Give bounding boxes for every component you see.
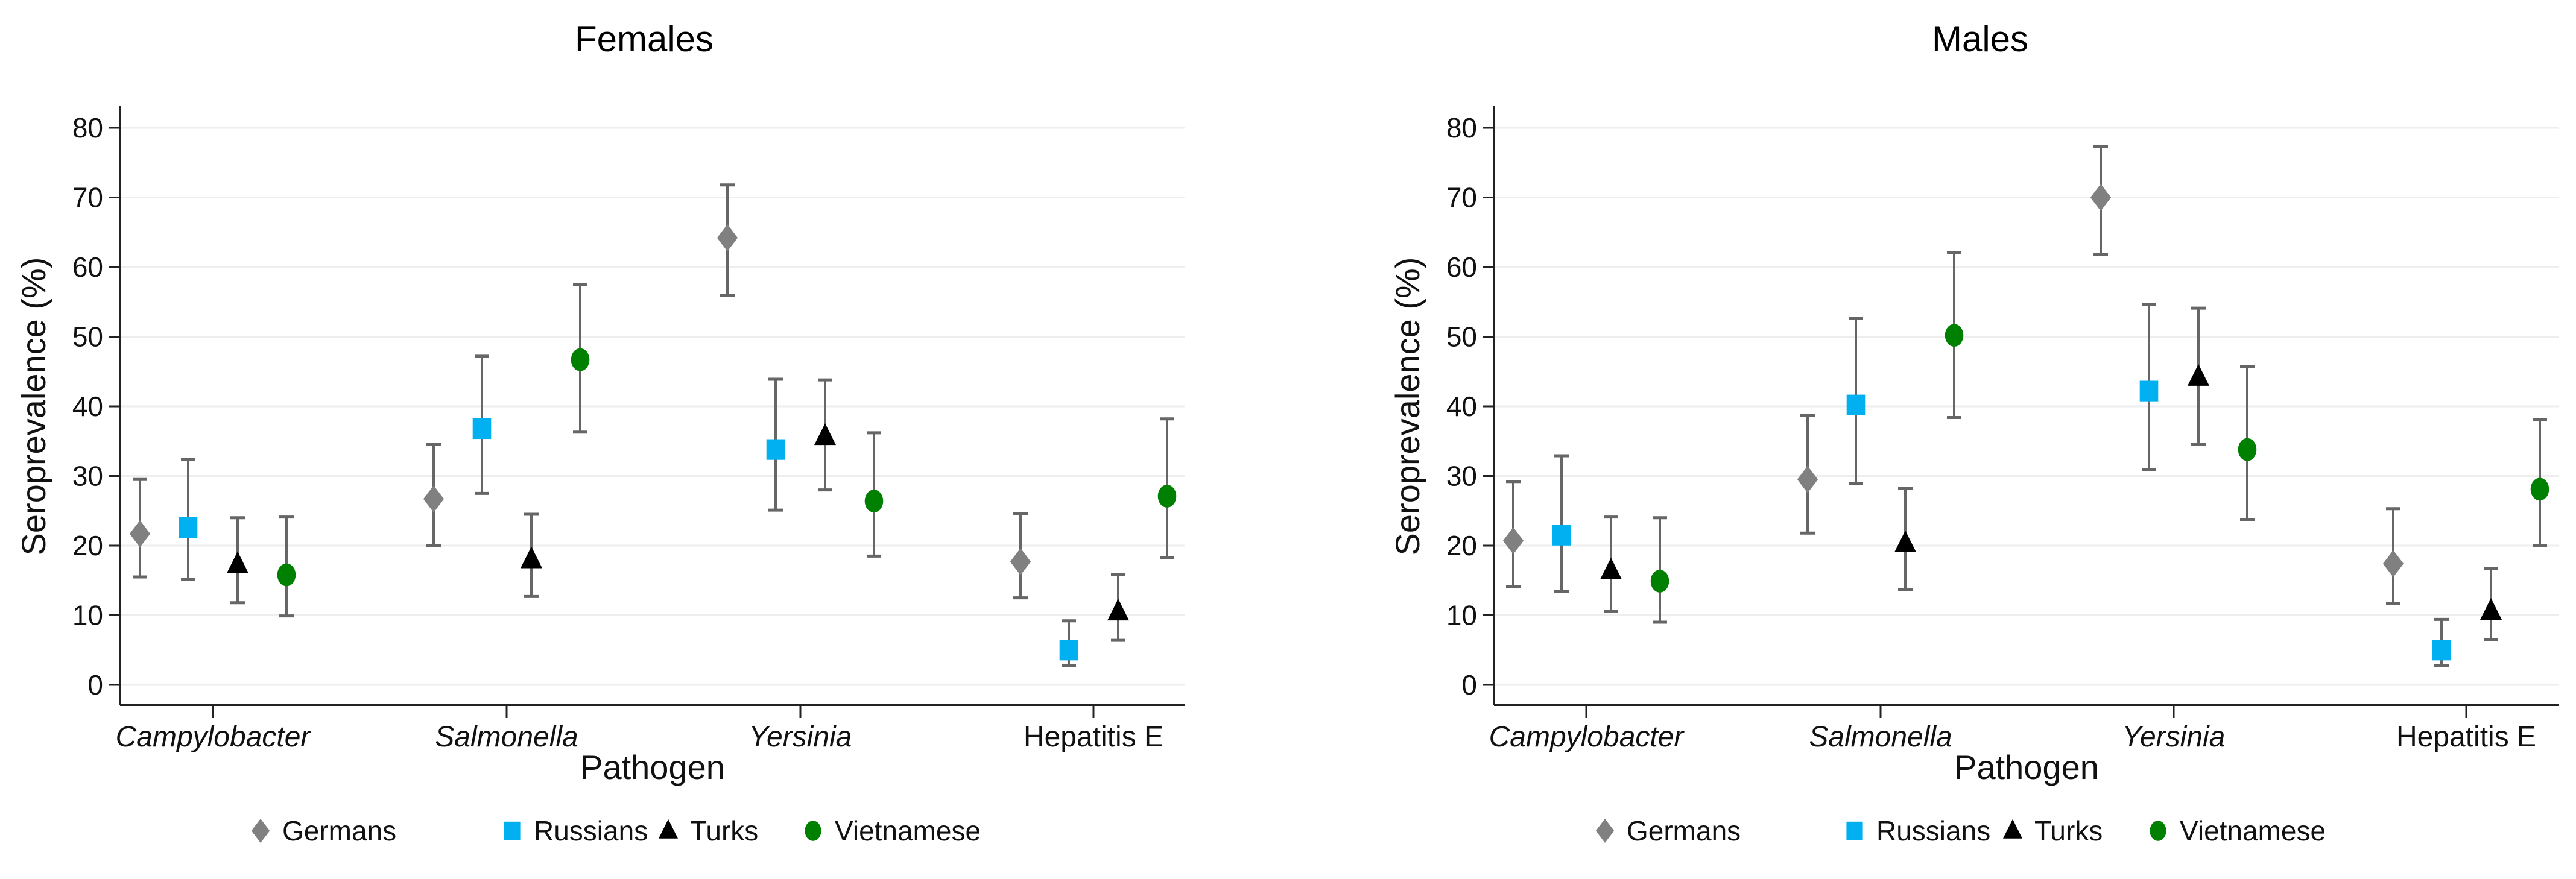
chart-title: Females [575,19,714,59]
data-point-russians [1846,394,1866,415]
legend-marker-vietnamese [805,821,821,841]
x-tick-label: Yersinia [2122,721,2226,753]
data-point-russians [2139,380,2159,402]
data-point-russians [1552,525,1571,546]
x-tick-label: Campylobacter [116,721,312,753]
legend-marker-germans [1595,819,1615,843]
data-point-vietnamese [1650,570,1669,593]
panel-males: Males 0 10 20 30 40 50 60 70 80 Seroprevalence (%)… [1388,19,2559,846]
data-point-turks [1600,557,1622,579]
data-point-vietnamese [1945,324,1964,347]
y-tick-label: 70 [1446,182,1477,213]
y-tick-label: 30 [72,461,103,492]
x-tick-label: Salmonella [1809,721,1952,753]
y-tick-label: 50 [72,321,103,353]
legend-marker-russians [1846,821,1863,840]
y-tick-label: 10 [72,600,103,631]
y-tick-label: 0 [87,669,103,701]
data-point-vietnamese [277,563,296,587]
y-tick-label: 60 [72,251,103,283]
data-point-vietnamese [864,490,884,512]
data-point-vietnamese [1157,485,1177,508]
y-axis-label: Seroprevalence (%) [1388,257,1426,556]
legend-label: Vietnamese [835,815,981,846]
x-tick-label: Campylobacter [1489,721,1685,753]
x-axis-label: Pathogen [1954,748,2099,786]
data-point-vietnamese [2238,438,2257,461]
y-tick-label: 20 [72,530,103,561]
y-tick-label: 20 [1446,530,1477,561]
data-point-vietnamese [2530,477,2549,501]
y-tick-label: 10 [1446,600,1477,631]
data-point-turks [1107,599,1129,621]
y-tick-label: 70 [72,182,103,213]
data-point-germans [2090,184,2112,211]
data-point-germans [1797,465,1818,493]
x-tick-label: Yersinia [749,721,852,753]
x-tick-label: Salmonella [435,721,578,753]
data-point-vietnamese [571,348,590,371]
y-tick-label: 30 [1446,461,1477,492]
legend-label: Turks [690,815,758,846]
legend-marker-turks [659,819,678,839]
y-tick-label: 60 [1446,251,1477,283]
data-point-russians [1059,640,1078,661]
data-point-turks [2480,597,2502,620]
data-point-turks [521,546,542,569]
data-point-russians [766,439,785,460]
data-point-russians [179,517,198,538]
legend-marker-turks [2003,819,2022,839]
data-point-turks [227,551,248,573]
legend-marker-vietnamese [2150,821,2166,841]
panel-females: Females 0 10 20 30 40 50 60 70 80 Seroprevalence (… [14,19,1185,846]
legend-label: Turks [2034,815,2103,846]
data-point-turks [2188,364,2209,386]
x-axis-label: Pathogen [580,748,725,786]
data-point-germans [129,520,151,547]
legend-label: Russians [1876,815,1990,846]
legend-marker-germans [251,819,270,843]
chart-title: Males [1932,19,2028,59]
y-tick-label: 80 [1446,112,1477,143]
legend-marker-russians [504,821,521,840]
data-point-russians [472,418,492,440]
y-tick-label: 40 [1446,391,1477,422]
x-tick-label: Hepatitis E [2396,721,2536,753]
legend-label: Germans [282,815,396,846]
legend-label: Russians [534,815,648,846]
data-point-germans [1010,548,1031,576]
data-point-germans [2382,550,2404,578]
legend-label: Germans [1627,815,1741,846]
data-point-germans [423,485,445,513]
data-point-russians [2432,640,2451,661]
y-tick-label: 80 [72,112,103,143]
y-tick-label: 0 [1461,669,1477,701]
data-point-germans [1502,527,1524,555]
y-tick-label: 50 [1446,321,1477,353]
data-point-turks [1894,530,1916,552]
data-point-germans [717,224,738,251]
y-axis-label: Seroprevalence (%) [14,257,52,556]
y-tick-label: 40 [72,391,103,422]
x-tick-label: Hepatitis E [1024,721,1163,753]
legend-label: Vietnamese [2180,815,2326,846]
data-point-turks [814,423,836,446]
